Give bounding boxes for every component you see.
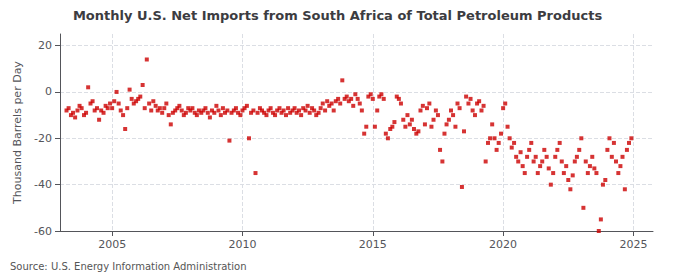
svg-text:2010: 2010	[228, 238, 256, 251]
svg-text:2005: 2005	[98, 238, 126, 251]
svg-text:-40: -40	[34, 178, 52, 191]
svg-text:20: 20	[38, 39, 52, 52]
svg-text:2025: 2025	[619, 238, 647, 251]
svg-text:Thousand Barrels per Day: Thousand Barrels per Day	[11, 61, 24, 205]
svg-text:Source: U.S. Energy Informatio: Source: U.S. Energy Information Administ…	[10, 261, 247, 272]
svg-text:-60: -60	[34, 225, 52, 238]
svg-text:2015: 2015	[359, 238, 387, 251]
svg-text:Monthly U.S. Net Imports from: Monthly U.S. Net Imports from South Afri…	[73, 8, 603, 23]
svg-text:-20: -20	[34, 132, 52, 145]
svg-text:0: 0	[45, 85, 52, 98]
svg-text:2020: 2020	[489, 238, 517, 251]
